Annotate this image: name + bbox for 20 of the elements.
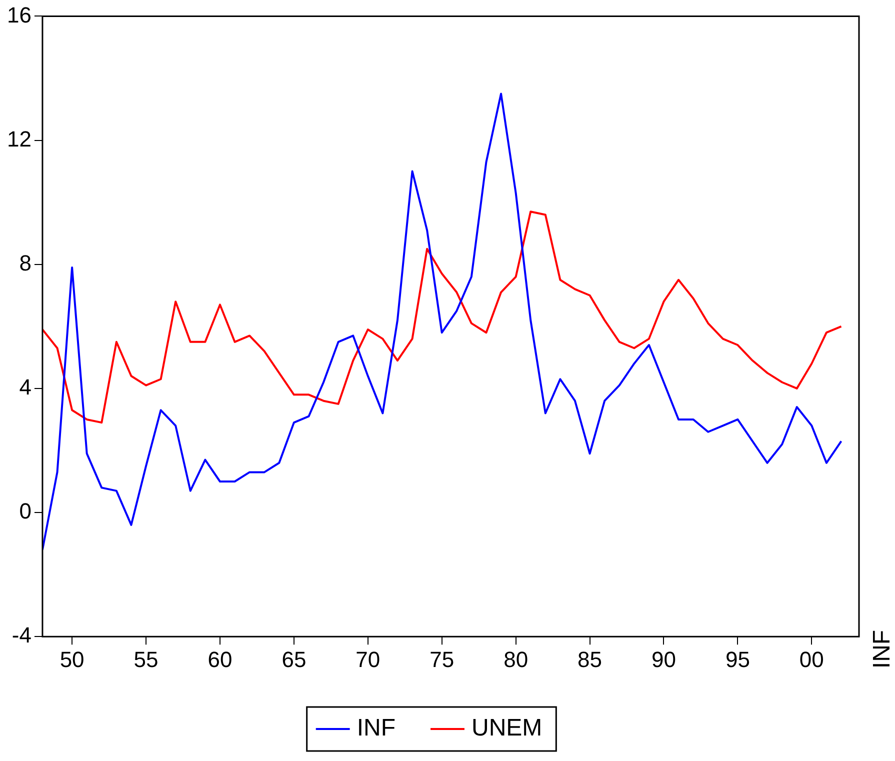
x-tick-label: 70 xyxy=(356,646,380,672)
y-tick-label: 16 xyxy=(6,2,32,28)
x-tick-label: 50 xyxy=(60,646,84,672)
x-tick-label: 95 xyxy=(725,646,750,672)
x-tick-label: 65 xyxy=(282,646,306,672)
x-tick-label: 55 xyxy=(134,646,158,672)
y-tick-label: 4 xyxy=(19,374,32,400)
x-tick-label: 80 xyxy=(504,646,528,672)
y-tick-label: 0 xyxy=(19,498,32,524)
y-tick-label: 12 xyxy=(6,126,32,152)
x-tick-label: 75 xyxy=(430,646,454,672)
legend-label: UNEM xyxy=(472,714,542,742)
y-tick-label: -4 xyxy=(12,622,32,648)
y-axis-title: INF xyxy=(868,630,895,669)
x-tick-label: 85 xyxy=(578,646,602,672)
x-tick-label: 60 xyxy=(208,646,232,672)
x-tick-label: 90 xyxy=(652,646,676,672)
x-tick-label: 00 xyxy=(799,646,824,672)
y-tick-label: 8 xyxy=(19,250,32,276)
legend-label: INF xyxy=(356,714,396,742)
